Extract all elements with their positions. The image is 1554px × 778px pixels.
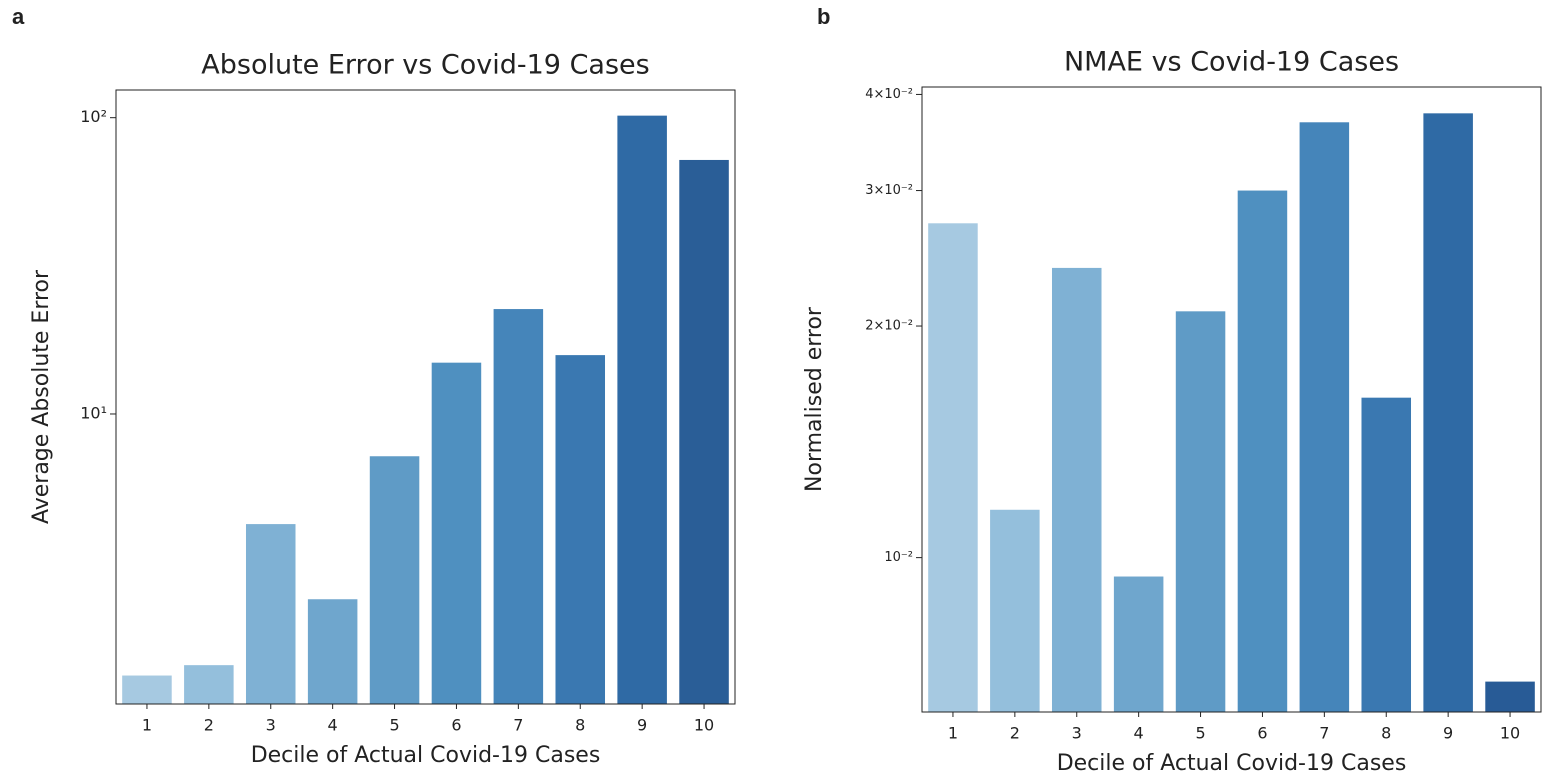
x-tick-label: 6 — [451, 716, 461, 735]
x-tick-label: 10 — [694, 716, 714, 735]
bar — [184, 665, 234, 704]
x-tick-label: 4 — [1134, 724, 1144, 743]
bar — [1423, 113, 1473, 712]
x-tick-label: 2 — [1010, 724, 1020, 743]
chart-title: NMAE vs Covid-19 Cases — [1064, 47, 1399, 78]
bar — [928, 223, 978, 712]
x-tick-label: 1 — [142, 716, 152, 735]
bar — [1175, 311, 1226, 712]
x-tick-label: 6 — [1257, 724, 1267, 743]
y-tick-label: 4×10⁻² — [865, 87, 913, 102]
x-tick-label: 3 — [1072, 724, 1082, 743]
x-tick-label: 4 — [328, 716, 338, 735]
x-tick-label: 5 — [1195, 724, 1205, 743]
chart-title: Absolute Error vs Covid-19 Cases — [201, 50, 649, 81]
x-tick-label: 5 — [389, 716, 399, 735]
y-tick-label: 10⁻² — [884, 550, 913, 565]
bar — [1485, 681, 1535, 712]
bar — [990, 509, 1040, 712]
x-tick-label: 7 — [513, 716, 523, 735]
bar — [1237, 190, 1288, 712]
x-tick-label: 10 — [1500, 724, 1520, 743]
bar — [431, 362, 482, 704]
x-tick-label: 8 — [575, 716, 585, 735]
y-tick-label: 10¹ — [80, 403, 107, 422]
bar — [245, 524, 296, 704]
x-tick-label: 3 — [266, 716, 276, 735]
bar — [555, 355, 606, 704]
axes-frame — [921, 86, 1542, 713]
x-axis-label: Decile of Actual Covid-19 Cases — [1057, 751, 1407, 776]
x-tick-label: 1 — [948, 724, 958, 743]
bar — [1051, 267, 1102, 712]
bar — [369, 456, 420, 704]
x-tick-label: 9 — [1443, 724, 1453, 743]
panel-label: a — [12, 4, 25, 29]
bar — [1299, 122, 1350, 712]
y-tick-label: 2×10⁻² — [865, 319, 913, 334]
panel-label: b — [817, 4, 830, 29]
bar — [1113, 576, 1164, 712]
bar — [679, 159, 729, 704]
y-axis-label: Average Absolute Error — [29, 269, 54, 524]
x-axis-label: Decile of Actual Covid-19 Cases — [251, 743, 601, 768]
bar — [122, 675, 172, 704]
axes-frame — [115, 89, 736, 705]
bar — [1361, 397, 1412, 712]
y-axis-label: Normalised error — [802, 306, 827, 492]
x-tick-label: 2 — [204, 716, 214, 735]
bar — [493, 309, 544, 704]
y-tick-label: 10² — [80, 107, 107, 126]
bar — [617, 115, 667, 705]
y-tick-label: 3×10⁻² — [865, 183, 913, 198]
x-tick-label: 7 — [1319, 724, 1329, 743]
bar — [307, 599, 358, 704]
x-tick-label: 9 — [637, 716, 647, 735]
x-tick-label: 8 — [1381, 724, 1391, 743]
